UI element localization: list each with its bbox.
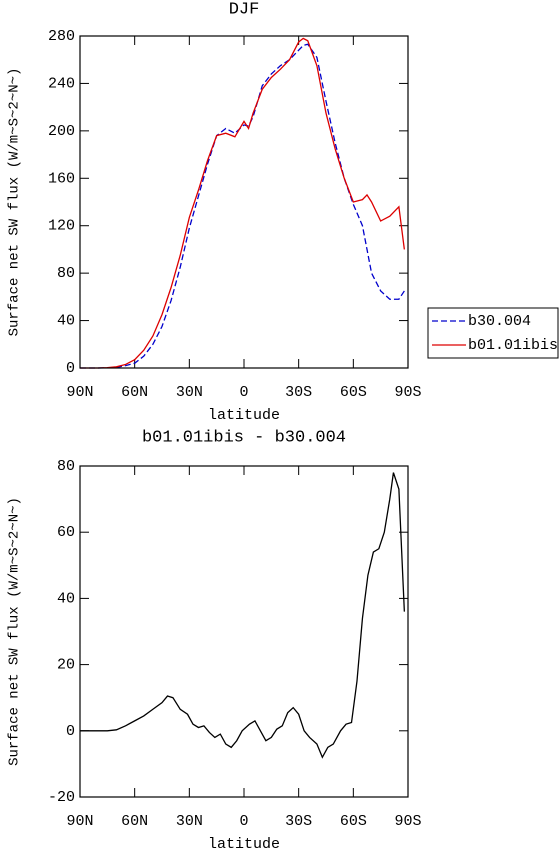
- plot-frame: [79, 35, 409, 369]
- x-tick-label: 90N: [66, 384, 93, 401]
- legend-label: b30.004: [468, 313, 531, 330]
- x-tick-label: 0: [239, 384, 248, 401]
- y-tick-label: 20: [57, 657, 75, 674]
- x-tick-label: 30N: [176, 813, 203, 830]
- y-axis-label: Surface net SW flux (W/m~S~2~N~): [7, 68, 23, 337]
- x-tick-label: 60N: [121, 384, 148, 401]
- y-tick-label: 40: [57, 590, 75, 607]
- y-tick-label: 160: [48, 170, 75, 187]
- y-tick-label: 280: [48, 28, 75, 45]
- x-tick-label: 90N: [66, 813, 93, 830]
- plot-frame: [79, 465, 409, 798]
- chart-title: b01.01ibis - b30.004: [142, 428, 346, 447]
- x-tick-label: 30S: [285, 384, 312, 401]
- x-tick-label: 30N: [176, 384, 203, 401]
- y-tick-label: 0: [66, 360, 75, 377]
- chart-title: DJF: [229, 0, 260, 19]
- y-axis-label: Surface net SW flux (W/m~S~2~N~): [7, 497, 23, 766]
- x-tick-label: 90S: [394, 813, 421, 830]
- x-tick-label: 30S: [285, 813, 312, 830]
- x-axis-label: latitude: [208, 836, 280, 851]
- series-line: [80, 37, 406, 369]
- y-tick-label: 200: [48, 123, 75, 140]
- y-tick-label: 80: [57, 265, 75, 282]
- y-tick-label: 40: [57, 313, 75, 330]
- x-axis-label: latitude: [208, 407, 280, 424]
- y-tick-label: 240: [48, 75, 75, 92]
- legend-box: [427, 307, 559, 359]
- x-tick-label: 90S: [394, 384, 421, 401]
- series-line: [80, 43, 405, 369]
- y-tick-label: -20: [48, 789, 75, 806]
- x-tick-label: 60S: [340, 384, 367, 401]
- y-tick-label: 60: [57, 524, 75, 541]
- y-tick-label: 80: [57, 458, 75, 475]
- x-tick-label: 60N: [121, 813, 148, 830]
- y-tick-label: 120: [48, 218, 75, 235]
- series-line: [80, 472, 406, 759]
- legend-label: b01.01ibis: [468, 337, 558, 354]
- x-tick-label: 60S: [340, 813, 367, 830]
- y-tick-label: 0: [66, 723, 75, 740]
- x-tick-label: 0: [239, 813, 248, 830]
